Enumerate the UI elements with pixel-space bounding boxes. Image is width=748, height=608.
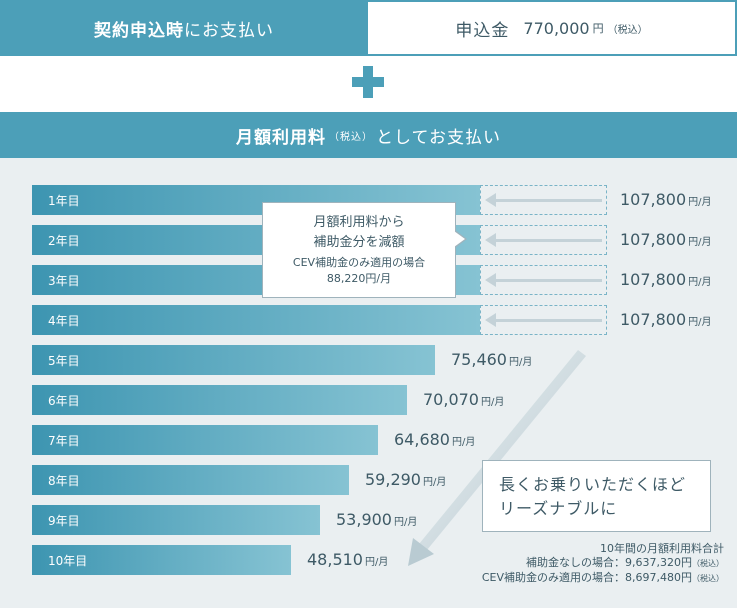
- subsidy-dashed-box: [480, 225, 607, 255]
- summary-tax: （税込）: [692, 574, 724, 583]
- year-price-7: 64,680 円/月: [394, 430, 475, 449]
- year-bar-label: 10年目: [48, 553, 88, 568]
- price-unit: 円/月: [688, 237, 712, 248]
- lease-callout-line2: リーズナブルに: [499, 499, 618, 518]
- price-unit: 円/月: [508, 357, 533, 368]
- lease-callout-line1: 長くお乗りいただくほど: [499, 475, 687, 494]
- price-value: 107,800: [620, 310, 687, 329]
- year-bar-9: 9年目: [32, 505, 320, 535]
- price-value: 107,800: [620, 230, 687, 249]
- year-price-4: 107,800 円/月: [620, 310, 712, 329]
- year-bar-7: 7年目: [32, 425, 378, 455]
- plus-icon: [352, 66, 384, 98]
- summary-no-subsidy-text: 補助金なしの場合：9,637,320円: [526, 556, 692, 569]
- price-value: 75,460: [451, 350, 507, 369]
- price-value: 48,510: [307, 550, 363, 569]
- signup-payment-row: 契約申込時 にお支払い 申込金 770,000 円 （税込）: [0, 0, 737, 56]
- year-price-5: 75,460 円/月: [451, 350, 532, 369]
- subsidy-callout-line1: 月額利用料から: [313, 215, 405, 230]
- subsidy-dashed-box: [480, 185, 607, 215]
- signup-fee-unit: 円: [592, 22, 604, 35]
- subsidy-dashed-box: [480, 265, 607, 295]
- subsidy-dashed-box: [480, 305, 607, 335]
- arrow-left-icon: [485, 193, 496, 207]
- year-bar-label: 3年目: [48, 273, 80, 288]
- arrow-left-icon: [494, 279, 602, 282]
- year-bar-4: 4年目: [32, 305, 480, 335]
- price-unit: 円/月: [393, 517, 418, 528]
- price-value: 64,680: [394, 430, 450, 449]
- signup-fee-box: 申込金 770,000 円 （税込）: [368, 0, 737, 56]
- year-bar-5: 5年目: [32, 345, 435, 375]
- price-unit: 円/月: [688, 277, 712, 288]
- arrow-left-icon: [494, 199, 602, 202]
- trend-arrow-shaft: [419, 350, 586, 550]
- price-unit: 円/月: [688, 317, 712, 328]
- signup-fee-tax: （税込）: [607, 24, 648, 36]
- year-price-9: 53,900 円/月: [336, 510, 417, 529]
- price-unit: 円/月: [422, 477, 447, 488]
- price-value: 59,290: [365, 470, 421, 489]
- arrow-left-icon: [494, 239, 602, 242]
- signup-fee-amount: 770,000: [523, 18, 590, 38]
- year-bar-label: 9年目: [48, 513, 80, 528]
- monthly-label-rest: としてお支払い: [376, 127, 501, 148]
- signup-payment-label: 契約申込時 にお支払い: [0, 0, 368, 56]
- year-bar-label: 6年目: [48, 393, 80, 408]
- year-price-8: 59,290 円/月: [365, 470, 446, 489]
- summary-title: 10年間の月額利用料合計: [600, 542, 724, 555]
- year-price-2: 107,800 円/月: [620, 230, 712, 249]
- monthly-label-tax: （税込）: [329, 131, 373, 143]
- year-price-1: 107,800 円/月: [620, 190, 712, 209]
- year-bar-6: 6年目: [32, 385, 407, 415]
- price-unit: 円/月: [451, 437, 476, 448]
- callout-tail: [454, 231, 465, 247]
- monthly-payment-header: 月額利用料 （税込） としてお支払い: [0, 112, 737, 158]
- signup-fee-label: 申込金: [455, 20, 510, 41]
- price-value: 53,900: [336, 510, 392, 529]
- total-summary: 10年間の月額利用料合計 補助金なしの場合：9,637,320円（税込） CEV…: [482, 542, 724, 586]
- arrow-left-icon: [485, 273, 496, 287]
- lease-callout: 長くお乗りいただくほど リーズナブルに: [482, 460, 711, 532]
- signup-label-rest: にお支払い: [184, 20, 274, 41]
- price-value: 70,070: [423, 390, 479, 409]
- year-bar-label: 7年目: [48, 433, 80, 448]
- price-unit: 円/月: [480, 397, 505, 408]
- summary-with-cev-text: CEV補助金のみ適用の場合：8,697,480円: [481, 571, 692, 584]
- year-bar-label: 8年目: [48, 473, 80, 488]
- price-value: 107,800: [620, 190, 687, 209]
- price-unit: 円/月: [688, 197, 712, 208]
- subsidy-callout: 月額利用料から 補助金分を減額 CEV補助金のみ適用の場合 88,220円/月: [262, 202, 456, 298]
- summary-with-cev: CEV補助金のみ適用の場合：8,697,480円（税込）: [482, 571, 724, 586]
- summary-no-subsidy: 補助金なしの場合：9,637,320円（税込）: [482, 556, 724, 571]
- subsidy-callout-line4: 88,220円/月: [326, 272, 392, 285]
- subsidy-callout-line3: CEV補助金のみ適用の場合: [292, 256, 426, 269]
- year-bar-label: 2年目: [48, 233, 80, 248]
- year-bar-label: 4年目: [48, 313, 80, 328]
- year-price-6: 70,070 円/月: [423, 390, 504, 409]
- year-bar-label: 1年目: [48, 193, 80, 208]
- year-bar-8: 8年目: [32, 465, 349, 495]
- subsidy-callout-line2: 補助金分を減額: [313, 235, 405, 250]
- year-price-10: 48,510 円/月: [307, 550, 388, 569]
- arrow-left-icon: [485, 313, 496, 327]
- price-unit: 円/月: [364, 557, 389, 568]
- arrow-left-icon: [485, 233, 496, 247]
- year-price-3: 107,800 円/月: [620, 270, 712, 289]
- year-bar-10: 10年目: [32, 545, 291, 575]
- price-value: 107,800: [620, 270, 687, 289]
- arrow-left-icon: [494, 319, 602, 322]
- year-bar-label: 5年目: [48, 353, 80, 368]
- monthly-label-bold: 月額利用料: [236, 127, 326, 148]
- summary-tax: （税込）: [692, 559, 724, 568]
- signup-label-bold: 契約申込時: [94, 20, 184, 41]
- trend-arrow-head: [408, 538, 434, 566]
